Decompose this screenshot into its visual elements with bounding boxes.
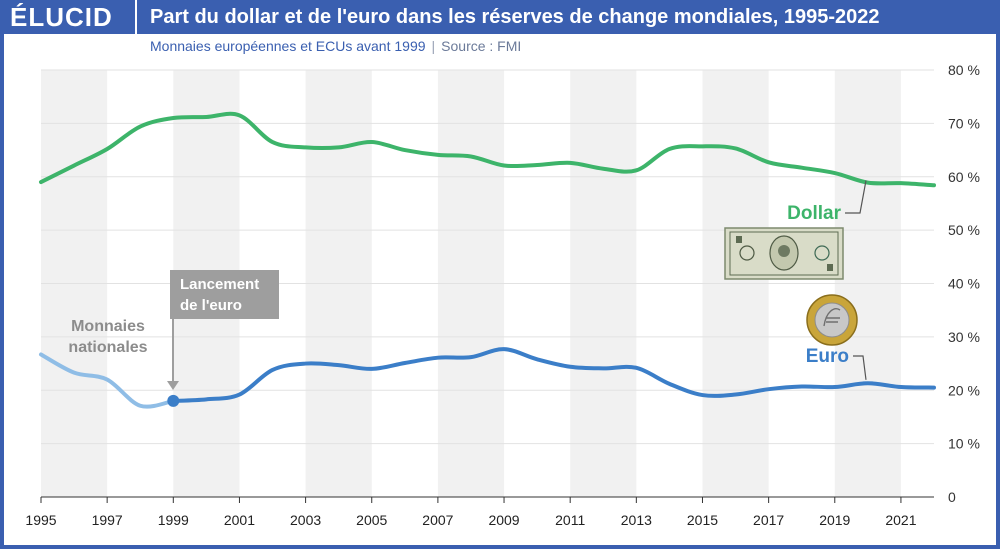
x-tick-label: 2019: [819, 512, 850, 528]
x-tick-label: 2009: [488, 512, 519, 528]
series-label-dollar: Dollar: [787, 203, 841, 224]
dollar-bill-icon: [724, 227, 844, 280]
y-tick-label: 30 %: [948, 329, 980, 345]
annotation-launch-box: [170, 270, 279, 319]
y-tick-label: 60 %: [948, 169, 980, 185]
y-tick-label: 40 %: [948, 276, 980, 292]
annotation-national: Monnaies: [71, 318, 145, 335]
x-tick-label: 1995: [25, 512, 56, 528]
footer-bar: [0, 545, 1000, 549]
axes: 0 10 % 20 % 30 % 40 % 50 % 60 % 70 % 80 % 1995 199…: [25, 62, 980, 528]
y-tick-label: 10 %: [948, 436, 980, 452]
leader-line-dollar: [845, 180, 867, 214]
gridlines: [41, 69, 934, 445]
x-tick-label: 2013: [621, 512, 652, 528]
annotations: Dollar Euro Monnaies nationales Lancement de …: [68, 180, 867, 390]
subtitle-separator: |: [431, 38, 436, 54]
header-divider: [135, 0, 137, 34]
x-tick-label: 2001: [224, 512, 255, 528]
y-tick-label: 50 %: [948, 222, 980, 238]
x-tick-label: 2005: [356, 512, 387, 528]
y-tick-label: 70 %: [948, 115, 980, 131]
source-label: Source : FMI: [441, 38, 522, 54]
annotation-national: nationales: [68, 339, 147, 356]
x-tick-label: 2003: [290, 512, 321, 528]
x-tick-label: 2007: [422, 512, 453, 528]
leader-line-euro: [853, 355, 867, 380]
x-tick-label: 1997: [92, 512, 123, 528]
x-tick-label: 2021: [885, 512, 916, 528]
annotation-launch-text: de l'euro: [180, 297, 242, 314]
series-lines: [39, 111, 936, 409]
x-tick-label: 2017: [753, 512, 784, 528]
series-label-euro: Euro: [806, 346, 849, 367]
x-tick-label: 2015: [687, 512, 718, 528]
series-line-dollar: [39, 111, 936, 188]
annotation-launch-text: Lancement: [180, 276, 259, 293]
brand-logo: ÉLUCID: [10, 2, 113, 32]
series-line-national: [39, 352, 176, 409]
x-tick-label: 1999: [158, 512, 189, 528]
x-tick-label: 2011: [555, 512, 585, 528]
footer-url: www.elucid.media: [861, 533, 956, 545]
series-line-euro: [171, 347, 936, 403]
subtitle-note: Monnaies européennes et ECUs avant 1999: [150, 38, 426, 54]
chart-title: Part du dollar et de l'euro dans les rés…: [150, 6, 880, 28]
annotation-launch-arrowhead: [167, 381, 179, 390]
chart-subtitle: Monnaies européennes et ECUs avant 1999 |…: [150, 38, 521, 54]
y-tick-label: 80 %: [948, 62, 980, 78]
header-bar: ÉLUCID Part du dollar et de l'euro dans …: [0, 0, 1000, 34]
euro-coin-icon: [806, 294, 858, 346]
y-tick-label: 20 %: [948, 382, 980, 398]
y-tick-label: 0: [948, 489, 956, 505]
euro-launch-point: [167, 394, 180, 407]
illustrations: [724, 227, 858, 346]
